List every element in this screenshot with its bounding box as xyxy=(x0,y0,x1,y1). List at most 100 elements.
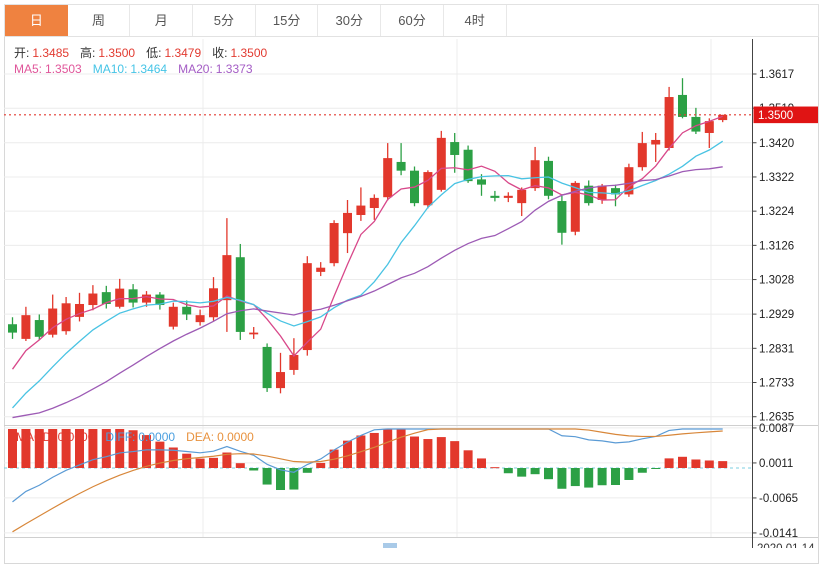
macd-bar xyxy=(21,429,31,468)
macd-axis-label: -0.0065 xyxy=(759,493,798,505)
macd-bar xyxy=(637,468,647,473)
candle-body xyxy=(503,195,513,198)
candle-body xyxy=(477,179,486,185)
macd-bar xyxy=(410,436,419,468)
candle-body xyxy=(276,372,285,389)
macd-bar xyxy=(101,429,111,468)
bottom-date-label-clipped: 2020.01.14 xyxy=(757,543,815,548)
candle-body xyxy=(517,189,527,204)
candle-body xyxy=(530,160,540,189)
price-axis-label: 1.2929 xyxy=(759,309,794,321)
macd-axis-label: 0.0087 xyxy=(759,423,794,435)
chart-plot-area[interactable]: 1.36171.35191.34201.33221.32241.31261.30… xyxy=(0,0,823,548)
price-axis-label: 1.2635 xyxy=(759,412,794,424)
macd-bar xyxy=(75,429,84,468)
legend-label: DIFF: xyxy=(105,430,136,444)
macd-bar xyxy=(262,468,272,485)
tab-timeframe-5[interactable]: 15分 xyxy=(256,5,319,36)
macd-bar xyxy=(383,429,393,468)
dea-line xyxy=(12,428,723,533)
legend-label: MA5: xyxy=(14,62,43,76)
macd-bar xyxy=(209,457,218,468)
bottom-axis-marker xyxy=(383,543,397,548)
ma5-line xyxy=(11,115,723,370)
macd-bar xyxy=(302,468,312,473)
legend-value: 1.3479 xyxy=(164,46,202,60)
candle-body xyxy=(704,121,714,133)
macd-bar xyxy=(544,468,553,480)
timeframe-tabbar: 日 周 月 5分 15分 30分 60分 4时 xyxy=(4,4,819,37)
candle-body xyxy=(436,137,446,190)
candle-body xyxy=(128,289,138,303)
candle-body xyxy=(450,142,460,155)
diff-line xyxy=(12,428,723,503)
candle-body xyxy=(611,188,620,195)
macd-bar xyxy=(88,429,98,468)
candle-body xyxy=(222,255,232,301)
macd-bar xyxy=(477,458,486,468)
tab-label: 4时 xyxy=(464,13,485,28)
tab-timeframe-6[interactable]: 30分 xyxy=(318,5,382,36)
tab-timeframe-1[interactable]: 日 xyxy=(5,5,68,36)
candle-body xyxy=(195,315,205,323)
legend-label: DEA: xyxy=(186,430,215,444)
ma-legend: MA5: 1.3503 MA10: 1.3464 MA20: 1.3373 xyxy=(14,62,264,76)
current-price-badge xyxy=(753,106,818,124)
price-axis-label: 1.2733 xyxy=(759,378,794,390)
candle-body xyxy=(142,294,151,303)
candle-body xyxy=(168,306,178,327)
tab-timeframe-2[interactable]: 周 xyxy=(68,5,131,36)
candle-body xyxy=(101,292,111,304)
candle-body xyxy=(423,172,433,206)
macd-bar xyxy=(8,429,17,468)
macd-bar xyxy=(222,452,232,468)
candle-body xyxy=(624,167,634,195)
candle-body xyxy=(8,324,17,333)
macd-bar xyxy=(34,429,44,468)
macd-axis-label: 0.0011 xyxy=(759,458,793,470)
tab-label: 30分 xyxy=(335,13,364,28)
macd-bar xyxy=(235,463,245,468)
ma10-line xyxy=(12,140,724,409)
candle-body xyxy=(718,114,728,121)
candle-body xyxy=(343,212,352,234)
legend-value: 1.3500 xyxy=(230,46,268,60)
legend-value: 0.0000 xyxy=(138,430,176,444)
macd-bar xyxy=(182,453,192,468)
candle-body xyxy=(75,303,84,317)
candle-body xyxy=(544,160,553,196)
macd-bar xyxy=(436,437,446,468)
candle-body xyxy=(490,195,500,198)
tab-timeframe-3[interactable]: 月 xyxy=(130,5,194,36)
ohlc-legend: 开: 1.3485 高: 1.3500 低: 1.3479 收: 1.3500 xyxy=(14,44,278,61)
candle-body xyxy=(678,94,687,117)
price-axis-label: 1.2831 xyxy=(759,343,794,355)
macd-bar xyxy=(128,430,138,468)
tab-label: 月 xyxy=(154,13,168,28)
legend-value: 1.3500 xyxy=(98,46,136,60)
macd-bar xyxy=(289,468,299,490)
macd-bar xyxy=(557,468,567,489)
candle-body xyxy=(356,205,366,215)
tab-timeframe-7[interactable]: 60分 xyxy=(381,5,444,36)
macd-bar xyxy=(718,461,728,468)
macd-bar xyxy=(463,450,473,468)
legend-label: 低: xyxy=(146,46,162,60)
macd-bar xyxy=(691,459,701,468)
macd-bar xyxy=(530,468,540,475)
candlestick-series xyxy=(8,78,728,394)
macd-bar xyxy=(48,429,58,468)
tab-timeframe-4[interactable]: 5分 xyxy=(193,5,256,36)
legend-label: 开: xyxy=(14,46,30,60)
tab-label: 60分 xyxy=(398,13,426,28)
candle-body xyxy=(369,197,379,209)
price-axis-label: 1.3224 xyxy=(759,206,795,218)
candle-body xyxy=(396,161,406,171)
macd-bar xyxy=(678,456,687,468)
tab-timeframe-8[interactable]: 4时 xyxy=(444,5,507,36)
candle-body xyxy=(48,308,58,335)
tab-label: 周 xyxy=(92,13,106,28)
macd-bar xyxy=(142,435,151,468)
macd-bar xyxy=(155,441,165,468)
legend-value: 1.3373 xyxy=(215,62,253,76)
